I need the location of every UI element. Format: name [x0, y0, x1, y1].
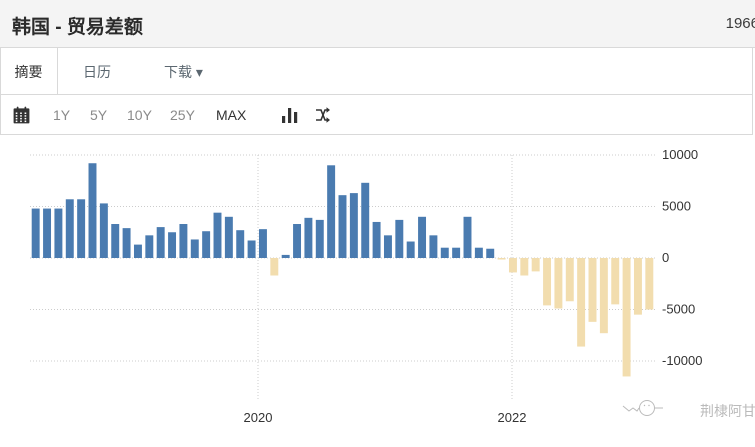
svg-text:5000: 5000: [662, 199, 691, 214]
svg-text:2020: 2020: [244, 410, 273, 425]
svg-text:荆棣阿甘: 荆棣阿甘: [700, 403, 755, 419]
svg-text:0: 0: [662, 250, 669, 265]
svg-text:-5000: -5000: [662, 302, 695, 317]
svg-text:-10000: -10000: [662, 353, 702, 368]
svg-text:2022: 2022: [498, 410, 527, 425]
svg-text:10000: 10000: [662, 147, 698, 162]
